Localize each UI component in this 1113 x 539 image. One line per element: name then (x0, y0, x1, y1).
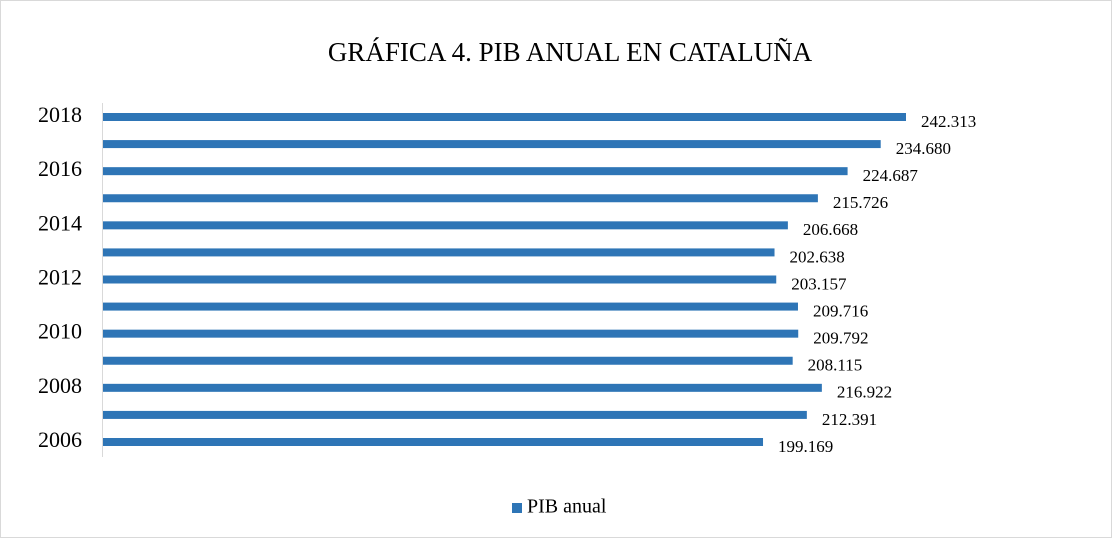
chart-title: GRÁFICA 4. PIB ANUAL EN CATALUÑA (328, 37, 813, 67)
y-tick-label: 2010 (38, 319, 82, 344)
data-label: 224.687 (863, 166, 919, 185)
y-tick-label: 2016 (38, 156, 82, 181)
data-label: 206.668 (803, 220, 858, 239)
y-tick-label: 2018 (38, 102, 82, 127)
bar (103, 113, 906, 121)
data-label: 209.716 (813, 301, 868, 320)
y-tick-label: 2008 (38, 373, 82, 398)
y-tick-label: 2012 (38, 265, 82, 290)
data-label: 203.157 (791, 274, 847, 293)
bar (103, 410, 807, 419)
bar (103, 248, 775, 257)
data-label: 234.680 (896, 139, 951, 158)
bar (103, 167, 848, 176)
data-label: 209.792 (813, 329, 868, 348)
bar (103, 275, 777, 284)
bar (103, 221, 788, 230)
legend-label: PIB anual (527, 496, 607, 518)
data-label: 202.638 (790, 247, 845, 266)
legend-swatch (512, 503, 522, 513)
data-label: 199.169 (778, 437, 833, 456)
data-label: 242.313 (921, 112, 976, 131)
bar (103, 356, 793, 365)
bar (103, 329, 799, 338)
bar (103, 438, 764, 446)
bar (103, 383, 822, 392)
data-label: 216.922 (837, 383, 892, 402)
data-label: 212.391 (822, 410, 877, 429)
y-tick-label: 2014 (38, 210, 82, 235)
bar (103, 140, 881, 149)
data-label: 208.115 (808, 356, 863, 375)
bar (103, 194, 818, 203)
y-tick-label: 2006 (38, 427, 82, 452)
data-label: 215.726 (833, 193, 888, 212)
bar (103, 302, 798, 311)
